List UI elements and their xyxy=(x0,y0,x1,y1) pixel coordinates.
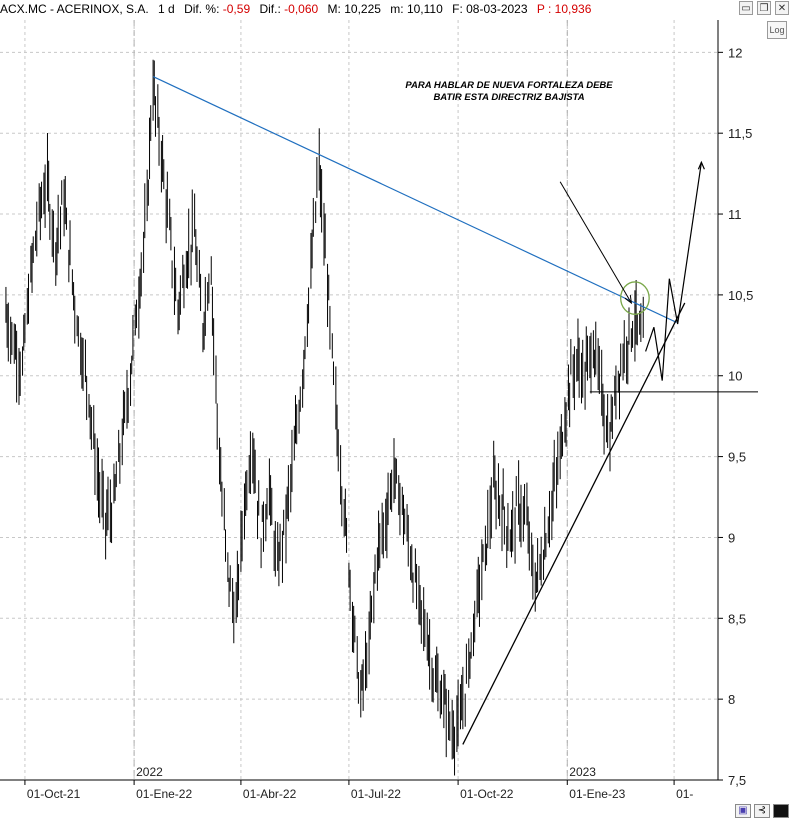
window-controls: ▭ ❐ ✕ xyxy=(739,1,789,15)
year-label: 2022 xyxy=(136,765,163,779)
y-tick-label: 9 xyxy=(728,530,735,545)
projection-path xyxy=(645,162,702,381)
min-value: 10,110 xyxy=(406,2,443,16)
resistance-trendline xyxy=(152,76,677,323)
projection-arrowhead xyxy=(697,160,705,170)
x-tick-label: 01-Ene-22 xyxy=(136,787,192,801)
minimize-button[interactable]: ▭ xyxy=(739,1,753,15)
trend-lines xyxy=(152,76,758,745)
price-value: 10,936 xyxy=(554,2,592,16)
dif-label: Dif.: xyxy=(259,2,281,16)
pin-icon[interactable]: ⊰ xyxy=(754,804,770,818)
close-button[interactable]: ✕ xyxy=(775,1,789,15)
y-tick-label: 8 xyxy=(728,692,735,707)
dif-pct-value: -0,59 xyxy=(222,2,251,16)
y-tick-label: 10 xyxy=(728,369,742,384)
grid-lines xyxy=(0,20,718,780)
period-label: 1 d xyxy=(158,2,175,16)
x-tick-label: 01-Oct-21 xyxy=(27,787,81,801)
dif-value: -0,060 xyxy=(284,2,319,16)
save-icon[interactable]: ▣ xyxy=(735,804,751,818)
highlight-circle xyxy=(620,281,650,315)
support-trendline xyxy=(462,302,686,745)
log-scale-button[interactable]: Log xyxy=(767,21,787,39)
y-tick-label: 7,5 xyxy=(728,773,746,788)
price-label: P : xyxy=(536,2,552,16)
date-label: F: xyxy=(452,2,463,16)
price-series xyxy=(5,59,644,776)
dif-pct-label: Dif. %: xyxy=(184,2,220,16)
fill-square-icon[interactable] xyxy=(773,804,789,818)
x-tick-label: 01-Jul-22 xyxy=(351,787,401,801)
chart-toolbar: ▣ ⊰ xyxy=(735,804,789,818)
date-value: 08-03-2023 xyxy=(466,2,528,16)
y-tick-label: 11 xyxy=(728,207,742,222)
x-tick-label: 01-Abr-22 xyxy=(243,787,297,801)
min-label: m: xyxy=(390,2,404,16)
quote-header: ACX.MC - ACERINOX, S.A. 1 d Dif. %: -0,5… xyxy=(0,0,791,19)
x-tick-label: 01- xyxy=(676,787,693,801)
max-value: 10,225 xyxy=(344,2,381,16)
y-tick-label: 8,5 xyxy=(728,611,746,626)
restore-button[interactable]: ❐ xyxy=(757,1,771,15)
annotation-arrowhead xyxy=(624,294,633,305)
max-label: M: xyxy=(327,2,341,16)
y-tick-label: 10,5 xyxy=(728,288,753,303)
axis-labels: 12 11,5 11 10,5 10 9,5 9 8,5 8 7,5 01-Oct-21 01-Ene… xyxy=(27,45,753,801)
chart-annotation: PARA HABLAR DE NUEVA FORTALEZA DEBE BATI… xyxy=(405,80,613,103)
symbol-label: ACX.MC - ACERINOX, S.A. xyxy=(0,2,149,16)
year-label: 2023 xyxy=(569,765,596,779)
x-tick-label: 01-Ene-23 xyxy=(569,787,625,801)
annotation-arrow xyxy=(559,181,632,304)
y-tick-label: 11,5 xyxy=(728,126,752,141)
x-tick-label: 01-Oct-22 xyxy=(460,787,514,801)
y-tick-label: 12 xyxy=(728,45,742,60)
y-tick-label: 9,5 xyxy=(728,450,746,465)
axes xyxy=(0,20,723,785)
